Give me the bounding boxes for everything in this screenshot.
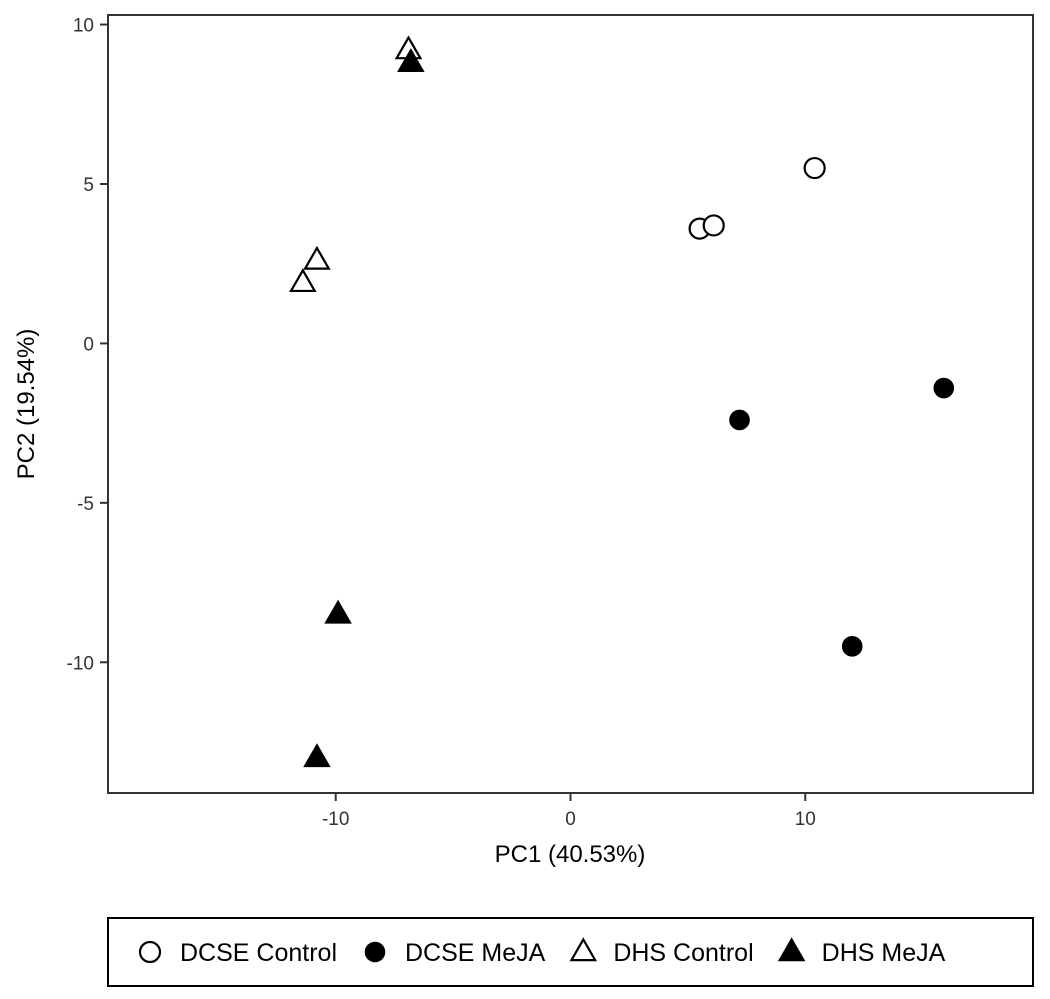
data-point bbox=[324, 599, 352, 624]
data-point bbox=[303, 743, 331, 768]
y-tick-label: -10 bbox=[67, 653, 94, 674]
x-tick-label: -10 bbox=[322, 809, 349, 830]
y-axis-title: PC2 (19.54%) bbox=[13, 329, 40, 480]
legend-item-dhs-meja: DHS MeJA bbox=[777, 937, 946, 967]
data-point bbox=[397, 48, 425, 73]
y-tick-label: 10 bbox=[73, 16, 94, 37]
legend-border bbox=[107, 917, 1034, 987]
legend-item-dcse-control: DCSE Control bbox=[138, 939, 337, 967]
legend-key bbox=[777, 937, 806, 962]
legend-item-dhs-control: DHS Control bbox=[569, 937, 754, 967]
data-point bbox=[841, 636, 863, 657]
x-tick-label: 10 bbox=[795, 809, 816, 830]
y-tick-label: 0 bbox=[83, 334, 94, 355]
data-point bbox=[702, 214, 725, 237]
y-axis: 10 5 0 -5 -10 bbox=[67, 16, 108, 674]
legend-item-dcse-meja: DCSE MeJA bbox=[364, 939, 546, 967]
y-tick-label: -5 bbox=[77, 494, 94, 515]
data-points bbox=[289, 35, 955, 768]
x-axis: -10 0 10 bbox=[322, 793, 816, 830]
legend-label: DHS MeJA bbox=[822, 939, 946, 967]
data-point bbox=[803, 156, 826, 180]
legend-key bbox=[138, 940, 162, 964]
legend-label: DCSE MeJA bbox=[405, 939, 546, 967]
series-dhs-meja bbox=[303, 48, 425, 768]
data-point bbox=[303, 245, 331, 270]
series-dcse-meja bbox=[729, 377, 955, 657]
data-point bbox=[933, 377, 955, 399]
data-point bbox=[729, 409, 750, 431]
series-dcse-control bbox=[688, 156, 826, 240]
x-tick-label: 0 bbox=[565, 809, 576, 830]
x-axis-title: PC1 (40.53%) bbox=[495, 841, 646, 868]
data-point bbox=[289, 268, 317, 293]
y-tick-label: 5 bbox=[83, 175, 94, 196]
legend-key bbox=[364, 941, 386, 963]
legend: DCSE Control DCSE MeJA DHS Control DHS MeJA bbox=[107, 917, 1034, 987]
legend-label: DCSE Control bbox=[180, 939, 337, 967]
series-dhs-control bbox=[289, 35, 423, 293]
plot-panel-border bbox=[107, 14, 1034, 794]
legend-key bbox=[569, 937, 598, 962]
legend-label: DHS Control bbox=[613, 939, 753, 967]
